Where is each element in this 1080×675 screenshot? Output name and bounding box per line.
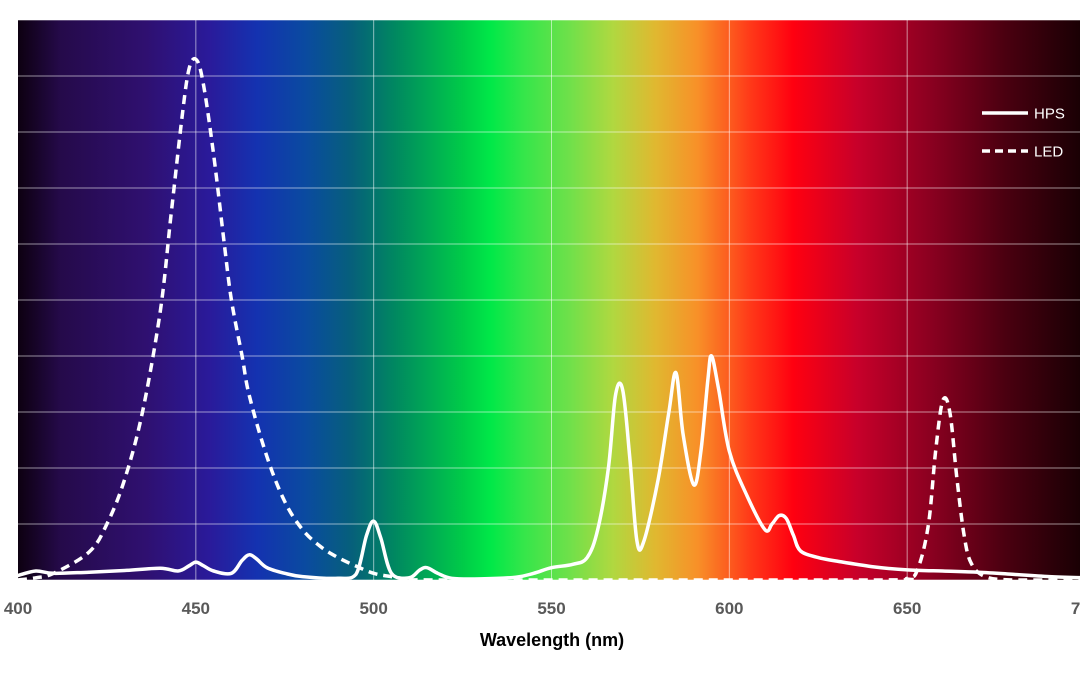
series-layer — [16, 56, 1080, 582]
x-tick-label: 700 — [1071, 599, 1080, 618]
legend-led-label: LED — [1034, 144, 1063, 161]
x-tick-labels: 400 450 500 550 600 650 700 — [4, 599, 1080, 618]
legend-hps-label: HPS — [1034, 106, 1065, 123]
x-tick-label: 500 — [359, 599, 387, 618]
x-tick-label: 450 — [182, 599, 210, 618]
legend: HPS LED — [982, 106, 1065, 161]
x-tick-label: 650 — [893, 599, 921, 618]
x-axis-title: Wavelength (nm) — [480, 630, 624, 650]
x-tick-label: 550 — [537, 599, 565, 618]
x-tick-label: 400 — [4, 599, 32, 618]
series-line-hps — [16, 354, 1080, 581]
x-tick-label: 600 — [715, 599, 743, 618]
